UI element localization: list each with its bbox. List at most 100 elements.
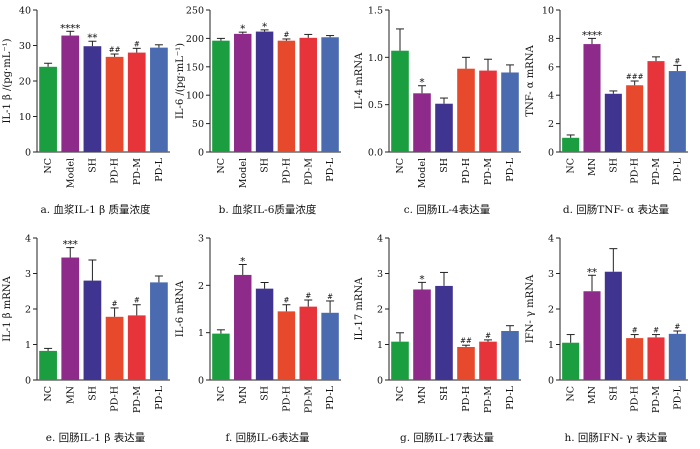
panel-e-category-label: NC (43, 386, 54, 402)
panel-e-y-tick-label: 0 (25, 376, 31, 387)
panel-a-bar-model (61, 35, 80, 153)
panel-c-y-tick-label: 0.5 (368, 100, 383, 111)
panel-b-category-label: SH (260, 158, 271, 173)
panel-c-significance-mark: * (420, 78, 425, 89)
panel-g-significance-mark: ## (460, 337, 472, 345)
panel-c-bar-sh (435, 103, 453, 152)
panel-h-category-label: PD-M (651, 386, 662, 413)
panel-a-y-tick-label: 20 (19, 77, 31, 88)
panel-b-y-tick-label: 50 (192, 119, 204, 130)
panel-a-bar-pd-l (150, 47, 168, 152)
panel-b-category-label: PD-H (281, 158, 292, 184)
panel-g-significance-mark: # (485, 332, 491, 340)
panel-c-category-label: Model (417, 158, 428, 188)
panel-b-bar-sh (255, 31, 274, 152)
panel-g-bar-mn (413, 289, 431, 380)
panel-b-y-tick-label: 100 (186, 91, 204, 102)
panel-f-bar-pd-h (277, 311, 296, 380)
panel-e-y-tick-label: 3 (25, 269, 31, 280)
panel-d-bar-pd-h (626, 85, 644, 152)
panel-c-bar-pd-h (457, 68, 475, 152)
panel-e-bar-pd-m (127, 315, 146, 380)
panel-e-caption: e. 回肠IL-1 β 表达量 (46, 431, 146, 444)
panel-e-y-tick-label: 1 (25, 340, 31, 351)
panel-f-bar-mn (234, 274, 252, 380)
panel-b-significance-mark: * (240, 24, 245, 35)
panel-b-caption: b. 血浆IL-6质量浓度 (219, 203, 317, 216)
panel-f-bar-sh (255, 288, 274, 380)
panel-d-y-tick-label: 6 (548, 62, 554, 73)
panel-b-significance-mark: # (283, 31, 289, 39)
panel-d-y-tick-label: 4 (548, 91, 554, 102)
panel-a-bar-sh (83, 46, 102, 152)
panel-e-significance-mark: # (134, 297, 140, 305)
panel-g-category-label: PD-L (505, 385, 516, 409)
panel-d-category-label: PD-L (672, 157, 683, 181)
panel-c-bar-model (413, 93, 431, 152)
panel-c-bar-pd-l (501, 72, 519, 152)
panel-c-y-tick-label: 0.0 (368, 148, 383, 159)
panel-d-category-label: PD-H (630, 158, 641, 184)
panel-d-bar-pd-m (647, 61, 665, 153)
panel-d-y-tick-label: 10 (542, 6, 554, 17)
panel-f-caption: f. 回肠IL-6表达量 (225, 431, 310, 444)
panel-e-bar-sh (83, 280, 102, 380)
panel-d-bar-mn (583, 44, 601, 152)
panel-a-bar-pd-h (105, 56, 124, 152)
panel-b-category-label: Model (238, 158, 249, 188)
panel-b-category-label: PD-L (325, 157, 336, 181)
panel-f-category-label: MN (238, 386, 249, 404)
panel-f-category-label: PD-L (325, 385, 336, 409)
panel-g-category-label: PD-M (483, 386, 494, 413)
panel-a-y-axis-title: IL-1 β /(pg·mL⁻¹) (2, 38, 13, 123)
panel-b-bar-pd-m (299, 37, 317, 152)
panel-e-bar-mn (61, 257, 80, 380)
panel-d-y-tick-label: 2 (548, 119, 554, 130)
panel-c-category-label: SH (439, 158, 450, 173)
panel-f-significance-mark: # (283, 297, 289, 305)
panel-h-category-label: MN (587, 386, 598, 404)
panel-c-y-tick-label: 1.5 (368, 6, 383, 17)
panel-d-y-tick-label: 0 (548, 148, 554, 159)
panel-h-significance-mark: ** (587, 267, 597, 278)
panel-c-bar-nc (391, 50, 409, 152)
panel-g-y-tick-label: 0 (377, 376, 383, 387)
panel-g-category-label: PD-H (461, 386, 472, 412)
panel-g-bar-sh (435, 285, 453, 380)
panel-g-bar-pd-l (501, 331, 519, 380)
panel-h-y-axis-title: IFN- γ mRNA (525, 274, 536, 343)
panel-h-y-tick-label: 1 (548, 340, 554, 351)
panel-e-category-label: MN (65, 386, 76, 404)
panel-h-bar-pd-m (647, 337, 665, 380)
panel-h-category-label: PD-L (672, 385, 683, 409)
panel-h-y-tick-label: 4 (548, 234, 554, 245)
panel-g-y-tick-label: 2 (377, 305, 383, 316)
panel-a-y-tick-label: 0 (25, 148, 31, 159)
panel-f-bar-nc (212, 333, 230, 380)
panel-e-bar-nc (39, 350, 57, 380)
panel-f-category-label: PD-M (303, 386, 314, 413)
panel-b-y-axis-title: IL-6 /(pg·mL⁻¹) (175, 43, 186, 119)
panel-f-y-tick-label: 0 (198, 376, 204, 387)
panel-h-category-label: NC (566, 386, 577, 402)
panel-a-category-label: PD-L (154, 157, 165, 181)
panel-f-bar-pd-l (321, 312, 339, 380)
panel-c-y-tick-label: 1.0 (368, 53, 383, 64)
panel-c-bar-pd-m (479, 70, 497, 152)
panel-a-category-label: SH (87, 158, 98, 173)
panel-b-bar-model (234, 33, 252, 152)
panel-b-category-label: PD-M (303, 158, 314, 185)
panel-a-significance-mark: **** (60, 23, 80, 34)
panel-h-y-tick-label: 3 (548, 269, 554, 280)
panel-e-category-label: PD-L (154, 385, 165, 409)
panel-f-category-label: SH (260, 386, 271, 401)
panel-b-y-tick-label: 150 (186, 62, 204, 73)
panel-b-y-tick-label: 0 (198, 148, 204, 159)
panel-a-category-label: PD-H (110, 158, 121, 184)
panel-g-category-label: NC (395, 386, 406, 402)
panel-a-significance-mark: # (134, 40, 140, 48)
panel-f-y-tick-label: 2 (198, 281, 204, 292)
panel-b-bar-pd-l (321, 37, 339, 152)
panel-f-y-tick-label: 1 (198, 328, 204, 339)
